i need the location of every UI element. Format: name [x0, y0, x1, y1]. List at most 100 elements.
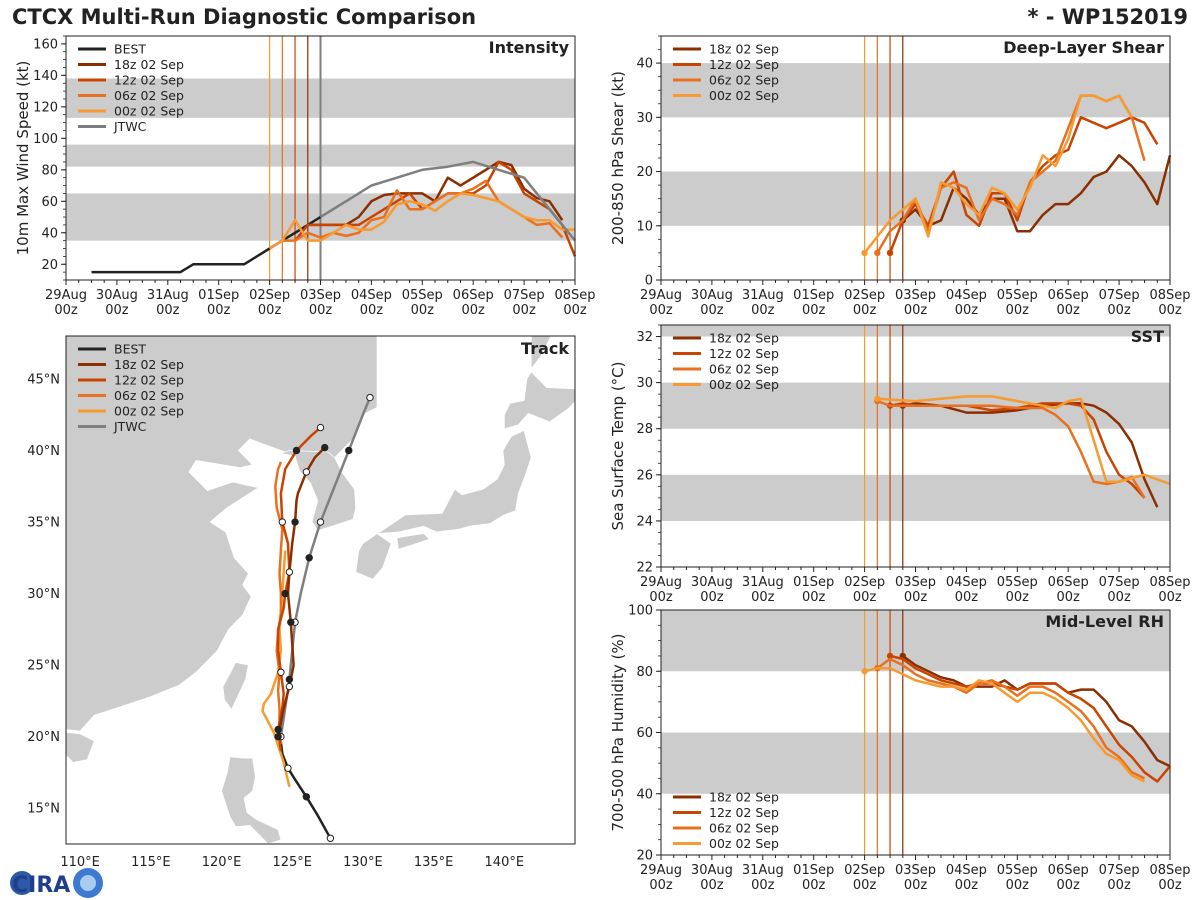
series-line-r00: [877, 395, 1171, 486]
x-tick-label: 00z: [1006, 590, 1030, 605]
y-tick-label: 20°N: [27, 730, 60, 745]
shear-panel: 29Aug00z30Aug00z31Aug00z01Sep00z02Sep00z…: [609, 35, 1191, 318]
y-tick-label: 25°N: [27, 659, 60, 674]
track-marker: [366, 393, 374, 402]
legend-label: 12z 02 Sep: [709, 57, 779, 72]
x-tick-label: 02Sep: [844, 575, 885, 590]
y-tick-label: 40: [41, 226, 58, 241]
storm-id: * - WP152019: [1027, 5, 1188, 29]
y-tick-label: 32: [636, 330, 653, 345]
x-tick-label: 06Sep: [1048, 288, 1089, 303]
legend-label: 18z 02 Sep: [709, 790, 779, 805]
x-tick-label: 02Sep: [249, 288, 290, 303]
series-line-r06: [876, 657, 1146, 780]
intensity-panel: 29Aug00z30Aug00z31Aug00z01Sep00z02Sep00z…: [14, 35, 596, 318]
x-tick-label: 02Sep: [844, 863, 885, 878]
legend-label: 12z 02 Sep: [114, 73, 184, 88]
series-line-r00: [863, 94, 1133, 254]
track-marker: [287, 618, 295, 626]
x-tick-label: 30Aug: [691, 863, 733, 878]
legend-label: 06z 02 Sep: [114, 88, 184, 103]
cira-logo-text: CIRA: [12, 873, 70, 898]
x-tick-label: 00z: [751, 303, 775, 318]
land-honshu: [376, 429, 532, 534]
legend-label: 00z 02 Sep: [709, 88, 779, 103]
x-tick-label: 00z: [802, 303, 826, 318]
y-tick-label: 15°N: [27, 802, 60, 817]
x-tick-label: 31Aug: [147, 288, 189, 303]
x-tick-label: 00z: [1107, 303, 1131, 318]
x-tick-label: 00z: [649, 590, 673, 605]
y-tick-label: 10: [636, 219, 653, 234]
x-tick-label: 00z: [700, 303, 724, 318]
legend-label: 12z 02 Sep: [709, 346, 779, 361]
track-marker: [285, 675, 294, 684]
shaded-band: [661, 325, 1170, 337]
x-tick-label: 07Sep: [504, 288, 545, 303]
track-marker: [278, 518, 287, 526]
track-marker: [302, 468, 311, 476]
x-tick-label: 00z: [955, 303, 979, 318]
shaded-band: [661, 732, 1170, 794]
track-marker: [285, 682, 294, 691]
y-tick-label: 120: [33, 100, 58, 115]
track-marker: [285, 568, 294, 576]
x-tick-label: 06Sep: [453, 288, 494, 303]
x-tick-label: 29Aug: [640, 288, 682, 303]
land-hokkaido: [503, 371, 576, 430]
y-tick-label: 30: [636, 111, 653, 126]
init-point-r00: [874, 395, 881, 402]
legend-label: 06z 02 Sep: [709, 73, 779, 88]
y-tick-label: 100: [628, 604, 653, 619]
y-tick-label: 160: [33, 37, 58, 52]
land-kyushu: [355, 533, 392, 580]
x-tick-label: 04Sep: [946, 288, 987, 303]
track-marker: [305, 554, 313, 562]
x-tick-label: 00z: [802, 878, 826, 893]
series-line-r00: [268, 192, 575, 250]
x-tick-label: 140°E: [485, 855, 525, 870]
y-tick-label: 20: [636, 165, 653, 180]
x-tick-label: 08Sep: [1149, 575, 1190, 590]
y-tick-label: 22: [636, 561, 653, 576]
init-point-r06: [874, 249, 881, 257]
x-tick-label: 03Sep: [300, 288, 341, 303]
legend-label: BEST: [114, 342, 146, 357]
init-point-r12: [886, 249, 894, 257]
track-marker: [277, 668, 285, 676]
x-tick-label: 31Aug: [742, 575, 784, 590]
series-line-jtwc: [319, 160, 576, 242]
panel-title: Intensity: [489, 38, 570, 57]
x-tick-label: 00z: [1107, 878, 1131, 893]
x-tick-label: 00z: [1006, 303, 1030, 318]
y-tick-label: 30: [636, 376, 653, 391]
y-tick-label: 140: [33, 69, 58, 84]
x-tick-label: 31Aug: [742, 863, 784, 878]
x-tick-label: 05Sep: [997, 863, 1038, 878]
track-marker: [274, 732, 282, 741]
y-tick-label: 28: [636, 422, 653, 437]
x-tick-label: 00z: [512, 303, 536, 318]
x-tick-label: 31Aug: [742, 288, 784, 303]
x-tick-label: 00z: [156, 303, 180, 318]
track-marker: [291, 518, 299, 526]
x-tick-label: 00z: [649, 878, 673, 893]
legend-label: 06z 02 Sep: [709, 362, 779, 377]
x-tick-label: 08Sep: [1149, 288, 1190, 303]
series-line-best: [91, 215, 322, 274]
series-line-r18: [901, 154, 1172, 233]
shaded-band: [661, 63, 1170, 118]
x-tick-label: 07Sep: [1099, 575, 1140, 590]
x-tick-label: 05Sep: [402, 288, 443, 303]
x-tick-label: 01Sep: [198, 288, 239, 303]
x-tick-label: 04Sep: [351, 288, 392, 303]
x-tick-label: 03Sep: [895, 575, 936, 590]
x-tick-label: 130°E: [343, 855, 383, 870]
x-tick-label: 06Sep: [1048, 575, 1089, 590]
x-tick-label: 120°E: [202, 855, 242, 870]
track-marker: [292, 446, 301, 455]
init-point-r00: [861, 249, 868, 257]
x-tick-label: 135°E: [414, 855, 454, 870]
y-tick-label: 35°N: [27, 516, 60, 531]
